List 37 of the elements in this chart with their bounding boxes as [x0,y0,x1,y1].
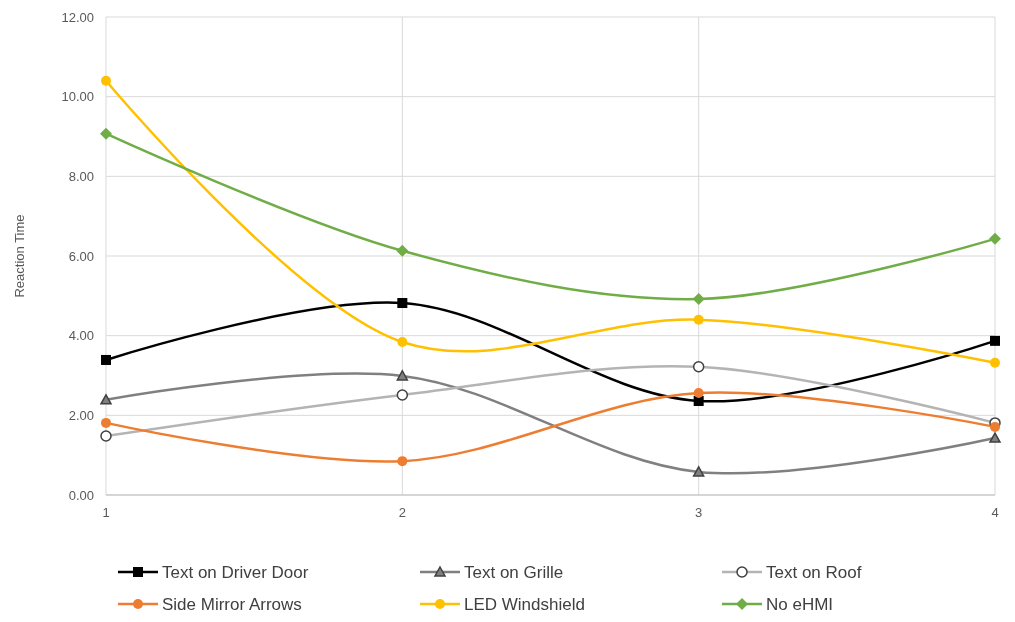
legend-label: Text on Roof [766,562,862,582]
point [100,394,112,405]
point [397,337,408,348]
legend-label: Text on Grille [464,562,564,582]
legend-label: Text on Driver Door [162,562,309,582]
point [397,298,408,308]
y-axis-title: Reaction Time [12,214,27,298]
point [990,421,1000,432]
x-tick-label: 1 [102,505,110,520]
point [990,357,1000,368]
x-tick-label: 2 [398,505,406,520]
point [101,75,111,86]
point [396,244,409,257]
y-tick-label: 12.00 [61,9,94,25]
x-tick-label: 4 [991,505,999,520]
legend-label: LED Windshield [464,594,585,614]
y-tick-label: 4.00 [68,328,94,344]
y-tick-label: 0.00 [68,487,94,503]
legend-label: Side Mirror Arrows [162,594,302,614]
y-tick-label: 10.00 [61,89,94,105]
y-tick-label: 2.00 [68,407,94,423]
x-tick-label: 3 [695,505,703,520]
point [101,354,111,365]
point [989,232,1001,245]
point [692,293,705,306]
y-tick-label: 8.00 [68,168,94,184]
point [990,335,1000,346]
point [989,432,1001,443]
point [693,314,704,325]
point [693,388,704,399]
point [692,466,705,477]
point [101,417,111,428]
point [100,127,112,140]
legend-label: No eHMI [766,594,834,614]
y-tick-label: 6.00 [68,248,94,264]
point [396,370,409,381]
point [397,456,408,467]
